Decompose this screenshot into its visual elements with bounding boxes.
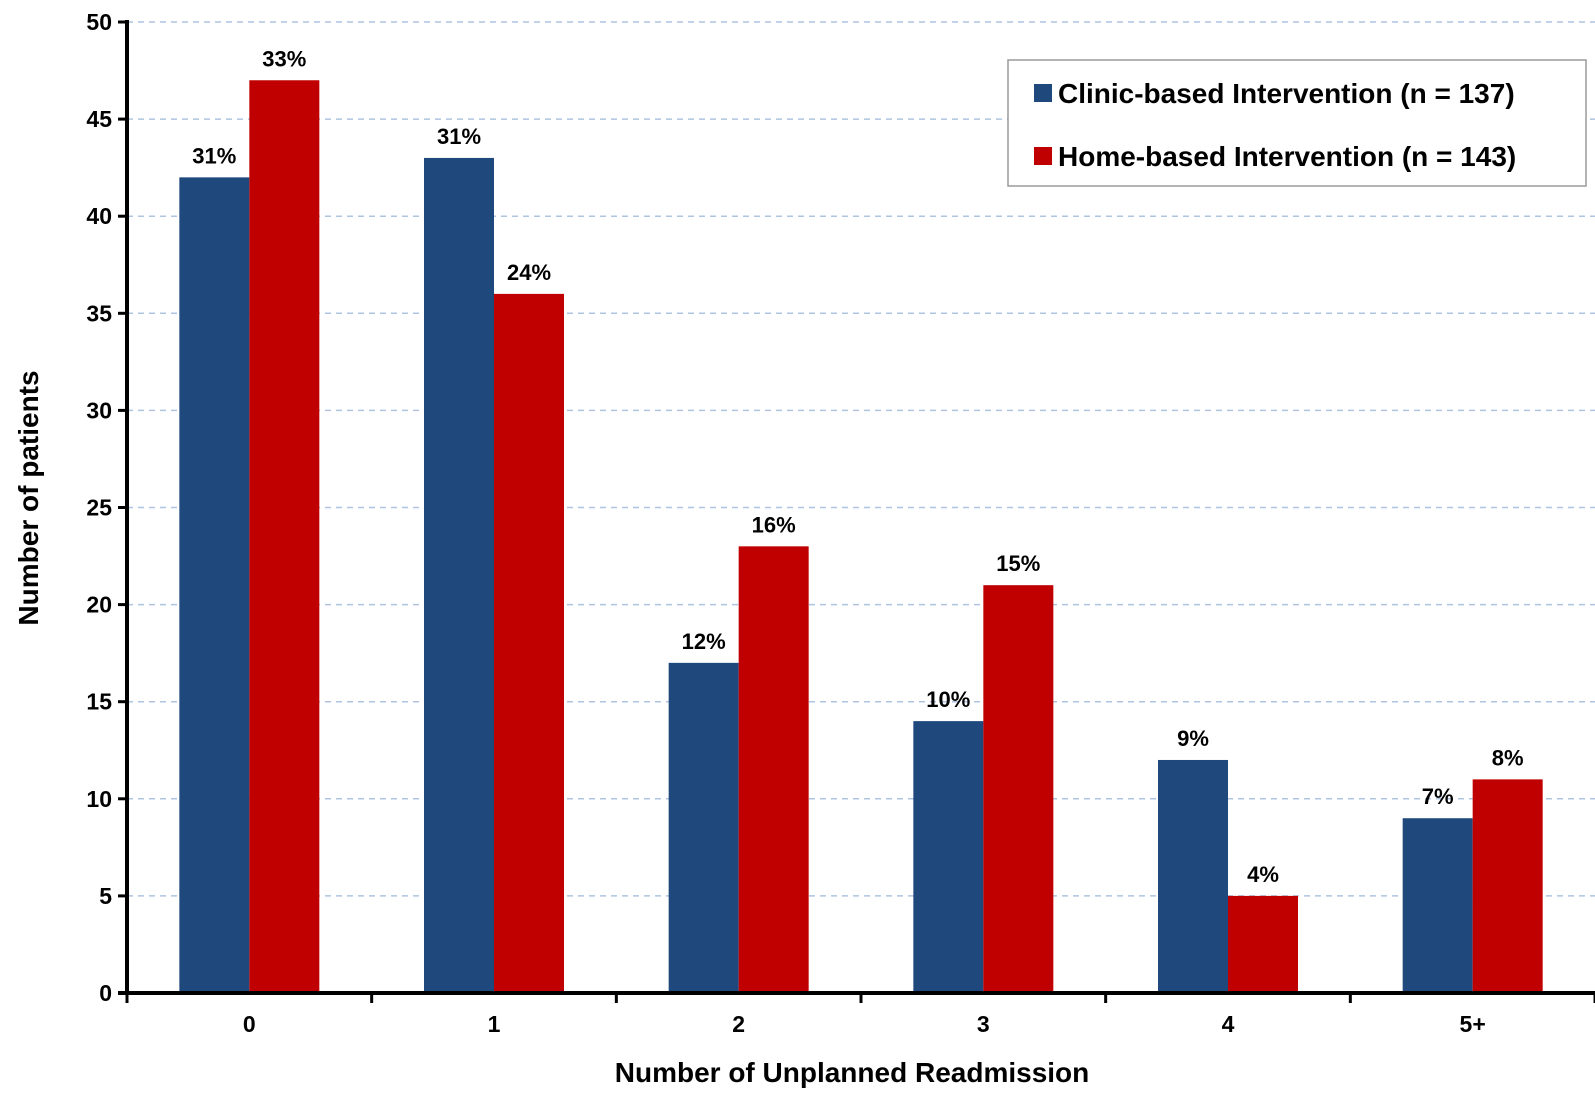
axes: 0 5 10 15 20 25 30 35 40 45 50 0 1 2 3 4 5+: [86, 9, 1595, 1037]
legend-label-home: Home-based Intervention (n = 143): [1058, 141, 1516, 172]
x-tick-label: 5+: [1460, 1011, 1486, 1037]
data-label: 31%: [192, 143, 236, 168]
y-tick-label: 50: [86, 9, 112, 35]
x-tick-label: 4: [1222, 1011, 1235, 1037]
bar-home-2: [738, 546, 809, 993]
data-label: 8%: [1492, 745, 1524, 770]
bar-clinic-4: [1158, 759, 1228, 993]
bar-home-0: [249, 80, 320, 993]
legend-box: [1007, 59, 1587, 187]
y-tick-label: 45: [86, 106, 112, 132]
y-tick-label: 25: [86, 495, 112, 521]
y-tick-label: 5: [99, 883, 112, 909]
y-tick-label: 10: [86, 786, 112, 812]
x-tick-label: 2: [732, 1011, 745, 1037]
bar-clinic-0: [179, 177, 250, 994]
legend-swatch-clinic: [1034, 84, 1052, 102]
y-tick-label: 0: [99, 980, 112, 1006]
bar-home-3: [983, 585, 1054, 993]
y-tick-label: 20: [86, 592, 112, 618]
legend: Clinic-based Intervention (n = 137) Home…: [1007, 59, 1587, 187]
data-label: 15%: [996, 551, 1040, 576]
bar-clinic-1: [424, 157, 494, 993]
data-labels: 31% 33% 31% 24% 12% 16% 10% 15% 9% 4% 7% 8%: [192, 46, 1523, 887]
data-label: 12%: [682, 629, 726, 654]
gridlines: [127, 21, 1595, 897]
bar-home-4: [1228, 895, 1298, 993]
y-tick-label: 35: [86, 300, 112, 326]
data-label: 16%: [752, 512, 796, 537]
y-axis-title: Number of patients: [13, 370, 44, 625]
bar-home-5+: [1472, 779, 1543, 993]
y-tick-label: 15: [86, 689, 112, 715]
data-label: 33%: [262, 46, 306, 71]
legend-swatch-home: [1034, 147, 1052, 165]
bar-home-1: [494, 293, 564, 993]
data-label: 4%: [1247, 862, 1279, 887]
y-tick-label: 30: [86, 397, 112, 423]
bar-clinic-2: [668, 662, 739, 993]
y-tick-label: 40: [86, 203, 112, 229]
x-tick-label: 3: [977, 1011, 990, 1037]
legend-label-clinic: Clinic-based Intervention (n = 137): [1058, 78, 1515, 109]
data-label: 31%: [437, 124, 481, 149]
x-tick-label: 0: [243, 1011, 256, 1037]
data-label: 9%: [1177, 726, 1209, 751]
x-axis-title: Number of Unplanned Readmission: [615, 1057, 1090, 1088]
x-tick-label: 1: [488, 1011, 501, 1037]
data-label: 10%: [926, 687, 970, 712]
data-label: 7%: [1422, 784, 1454, 809]
data-label: 24%: [507, 260, 551, 285]
bar-clinic-3: [913, 721, 984, 993]
bars: [179, 80, 1543, 994]
bar-clinic-5+: [1402, 818, 1473, 993]
